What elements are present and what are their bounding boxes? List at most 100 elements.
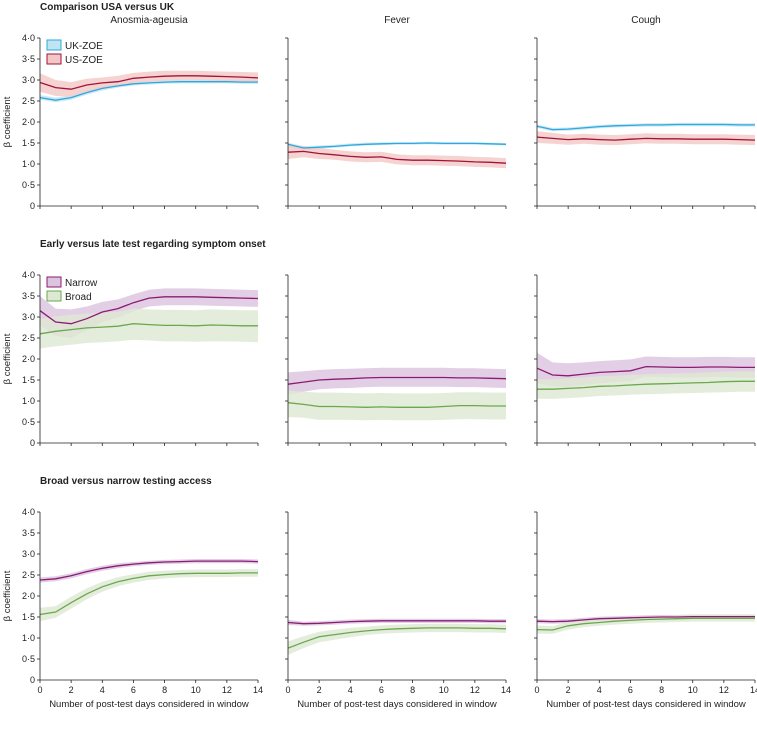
y-axis-label: β coefficient [2,570,13,621]
x-tick-label: 8 [410,685,415,695]
series-line-uk [39,81,258,101]
column-title: Cough [631,15,660,26]
x-tick-label: 4 [100,685,105,695]
x-tick-label: 0 [534,685,539,695]
series-line-us [536,136,756,141]
series-line-broad [39,572,258,616]
y-tick-label: 4·0 [22,507,35,517]
y-tick-label: 3·5 [22,54,35,64]
row-title: Broad versus narrow testing access [40,476,212,487]
y-tick-label: 2·5 [22,333,35,343]
y-tick-label: 2·0 [22,117,35,127]
legend-label-uk: UK-ZOE [65,41,103,52]
legend-label-narrow: Narrow [65,278,98,289]
legend-label-broad: Broad [65,292,92,303]
ci-band-broad [288,623,506,655]
ci-band-broad [537,371,755,399]
legend-swatch-broad [46,290,62,302]
ci-band-broad [537,614,755,634]
x-tick-label: 4 [348,685,353,695]
x-axis-label: Number of post-test days considered in w… [546,699,746,710]
y-tick-label: 1·0 [22,633,35,643]
panel-1-1 [285,274,507,446]
panel-1-0: 0 0·5 1·0 1·5 2·0 2·5 3·0 3·5 4·0 β coefficient Na… [2,270,259,448]
y-tick-label: 1·5 [22,612,35,622]
x-tick-label: 10 [191,685,201,695]
y-tick-label: 0 [30,201,35,211]
ci-band-narrow [288,367,506,395]
series-line-broad [39,323,258,335]
x-tick-label: 4 [597,685,602,695]
legend-label-us: US-ZOE [65,55,103,66]
panel-0-1: Fever [285,15,507,209]
y-tick-label: 3·5 [22,291,35,301]
series-line-narrow [287,376,507,385]
y-tick-label: 2·0 [22,354,35,364]
y-tick-label: 3·0 [22,75,35,85]
x-tick-label: 10 [439,685,449,695]
y-tick-label: 3·0 [22,549,35,559]
ci-band-us [288,145,506,169]
y-tick-label: 0·5 [22,180,35,190]
legend-swatch-us [46,53,62,65]
ci-band-broad [40,308,258,349]
panel-2-0: 0 0·5 1·0 1·5 2·0 2·5 3·0 3·5 4·0 0 2 4 6 8 10 12 14 Numb… [2,507,263,710]
y-tick-label: 1·5 [22,138,35,148]
y-tick-label: 0·5 [22,417,35,427]
panel-2-1: 0 2 4 6 8 10 12 14 Number of post-test days cons… [285,511,511,710]
y-tick-label: 1·0 [22,396,35,406]
x-tick-label: 0 [37,685,42,695]
x-tick-label: 14 [253,685,263,695]
series-line-narrow [287,620,506,625]
panel-0-2: Cough [534,15,756,209]
y-tick-label: 4·0 [22,33,35,43]
panel-1-2 [534,274,756,446]
row-title: Early versus late test regarding symptom… [40,239,266,250]
x-tick-label: 12 [222,685,232,695]
x-tick-label: 14 [501,685,511,695]
y-tick-label: 0 [30,438,35,448]
y-tick-label: 3·0 [22,312,35,322]
legend-swatch-uk [46,39,62,51]
panel-0-0: Anosmia-ageusia 0 0·5 1·0 1·5 2·0 2·5 3·0 3·5 4·0… [2,15,259,211]
series-line-us [39,75,259,90]
x-tick-label: 12 [470,685,480,695]
x-tick-label: 8 [659,685,664,695]
legend-swatch-narrow [46,276,62,288]
column-title: Fever [384,15,410,26]
series-line-broad [537,380,755,390]
row-title: Comparison USA versus UK [40,2,175,13]
series-line-us [287,150,507,164]
x-tick-label: 2 [566,685,571,695]
x-tick-label: 10 [688,685,698,695]
series-line-narrow [39,560,259,581]
x-tick-label: 2 [317,685,322,695]
y-tick-label: 1·0 [22,159,35,169]
y-axis-label: β coefficient [2,96,13,147]
y-tick-label: 3·5 [22,528,35,538]
series-line-uk [287,142,507,149]
y-tick-label: 4·0 [22,270,35,280]
x-tick-label: 6 [131,685,136,695]
series-line-broad [536,617,755,631]
x-tick-label: 6 [628,685,633,695]
x-tick-label: 6 [379,685,384,695]
x-axis-label: Number of post-test days considered in w… [49,699,249,710]
y-tick-label: 0·5 [22,654,35,664]
panel-2-2: 0 2 4 6 8 10 12 14 Number of post-test days cons… [534,511,757,710]
y-axis-label: β coefficient [2,333,13,384]
x-tick-label: 0 [285,685,290,695]
series-line-broad [287,627,507,649]
y-tick-label: 0 [30,675,35,685]
x-axis-label: Number of post-test days considered in w… [297,699,497,710]
series-line-narrow [39,296,259,325]
column-title: Anosmia-ageusia [110,15,188,26]
series-line-narrow [536,615,755,623]
legend: Narrow Broad [46,276,98,303]
legend: UK-ZOE US-ZOE [46,39,103,66]
y-tick-label: 2·5 [22,96,35,106]
x-tick-label: 14 [750,685,757,695]
series-line-narrow [536,365,755,377]
x-tick-label: 8 [162,685,167,695]
x-tick-label: 2 [69,685,74,695]
